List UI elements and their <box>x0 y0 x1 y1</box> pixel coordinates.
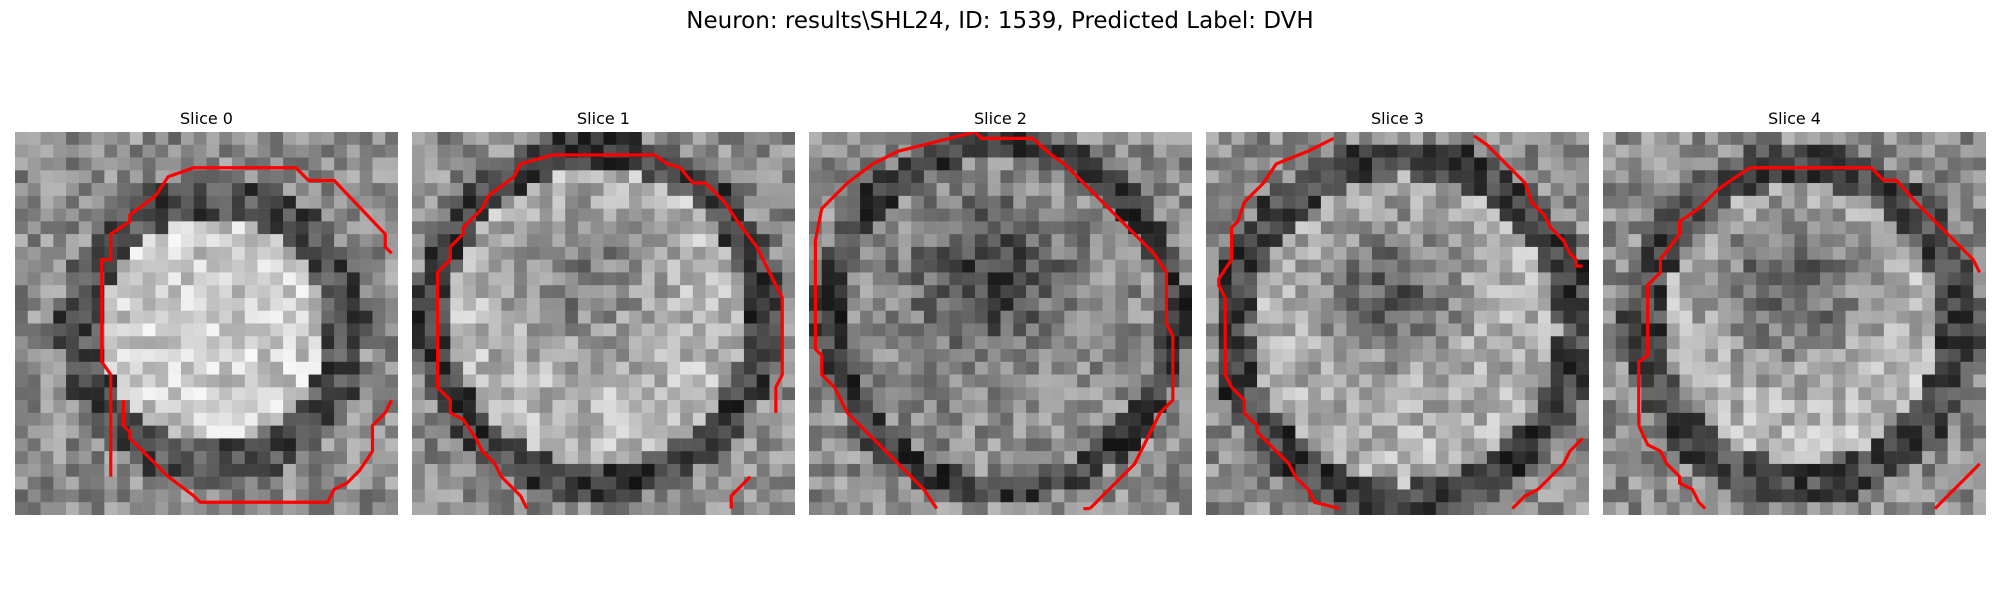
contour-line <box>813 240 938 510</box>
slice-title-0: Slice 0 <box>180 109 233 128</box>
contour-line <box>1473 134 1583 268</box>
contour-line <box>1511 437 1584 510</box>
contour-line <box>1637 166 1982 426</box>
slice-image-4 <box>1603 132 1986 515</box>
slice-panel-3: Slice 3 <box>1206 106 1589 515</box>
slice-panel-1: Slice 1 <box>412 106 795 515</box>
slice-image-2 <box>809 132 1192 515</box>
slice-title-4: Slice 4 <box>1768 109 1821 128</box>
contour-line <box>813 132 976 241</box>
figure-title: Neuron: results\SHL24, ID: 1539, Predict… <box>686 8 1314 34</box>
contour-line <box>973 132 1175 510</box>
contour-line <box>435 380 529 510</box>
slice-title-1: Slice 1 <box>577 109 630 128</box>
slice-title-2: Slice 2 <box>974 109 1027 128</box>
slice-panel-4: Slice 4 <box>1603 106 1986 515</box>
slice-image-1 <box>412 132 795 515</box>
contour-line <box>121 399 394 504</box>
slice-title-3: Slice 3 <box>1371 109 1424 128</box>
contour-line <box>729 475 752 509</box>
contour-line <box>435 153 784 413</box>
slice-panel-2: Slice 2 <box>809 106 1192 515</box>
contour-line <box>1933 462 1981 510</box>
slice-image-3 <box>1206 132 1589 515</box>
slice-image-0 <box>15 132 398 515</box>
contour-line <box>100 166 393 477</box>
contour-line <box>1217 136 1335 389</box>
contour-line <box>1230 386 1341 511</box>
slice-panel-0: Slice 0 <box>15 106 398 515</box>
contour-line <box>1637 424 1707 510</box>
